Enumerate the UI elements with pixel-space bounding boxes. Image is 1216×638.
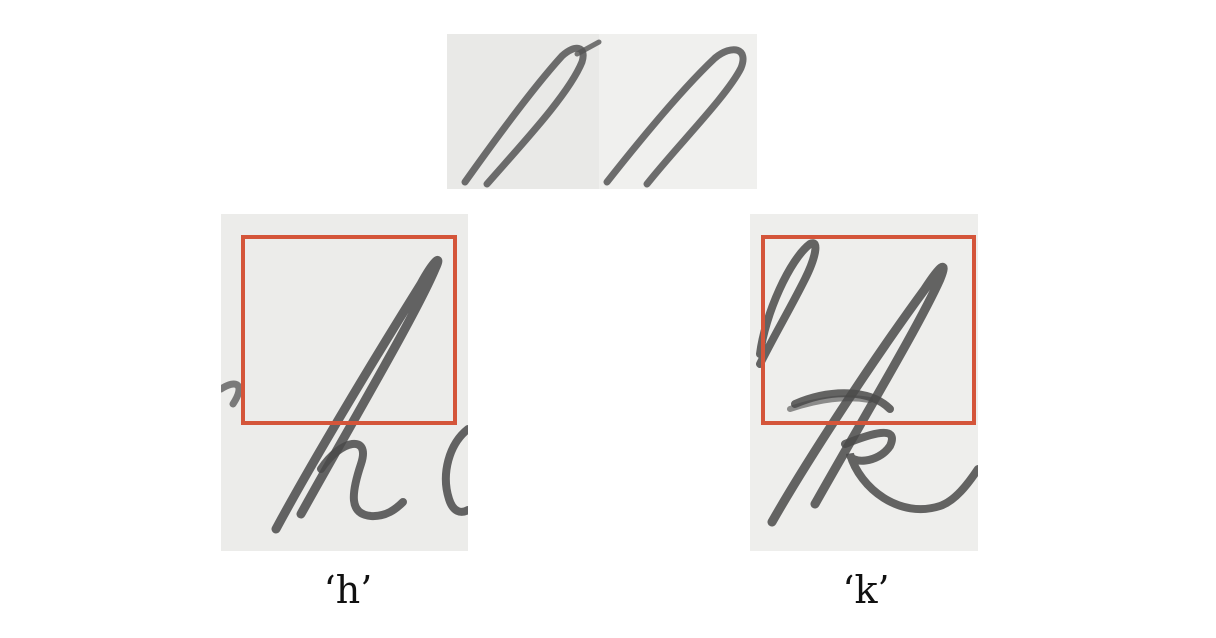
h-letter-crop [221,214,468,551]
k-caption: ‘k’ [842,568,890,612]
h-caption: ‘h’ [323,568,373,612]
top-ascender-crop [447,34,757,189]
k-ascender-highlight-box [761,235,976,425]
k-letter-image [750,214,978,551]
h-letter-image [221,214,468,551]
k-letter-crop [750,214,978,551]
top-ascender-image [447,34,757,189]
h-ascender-highlight-box [241,235,457,425]
